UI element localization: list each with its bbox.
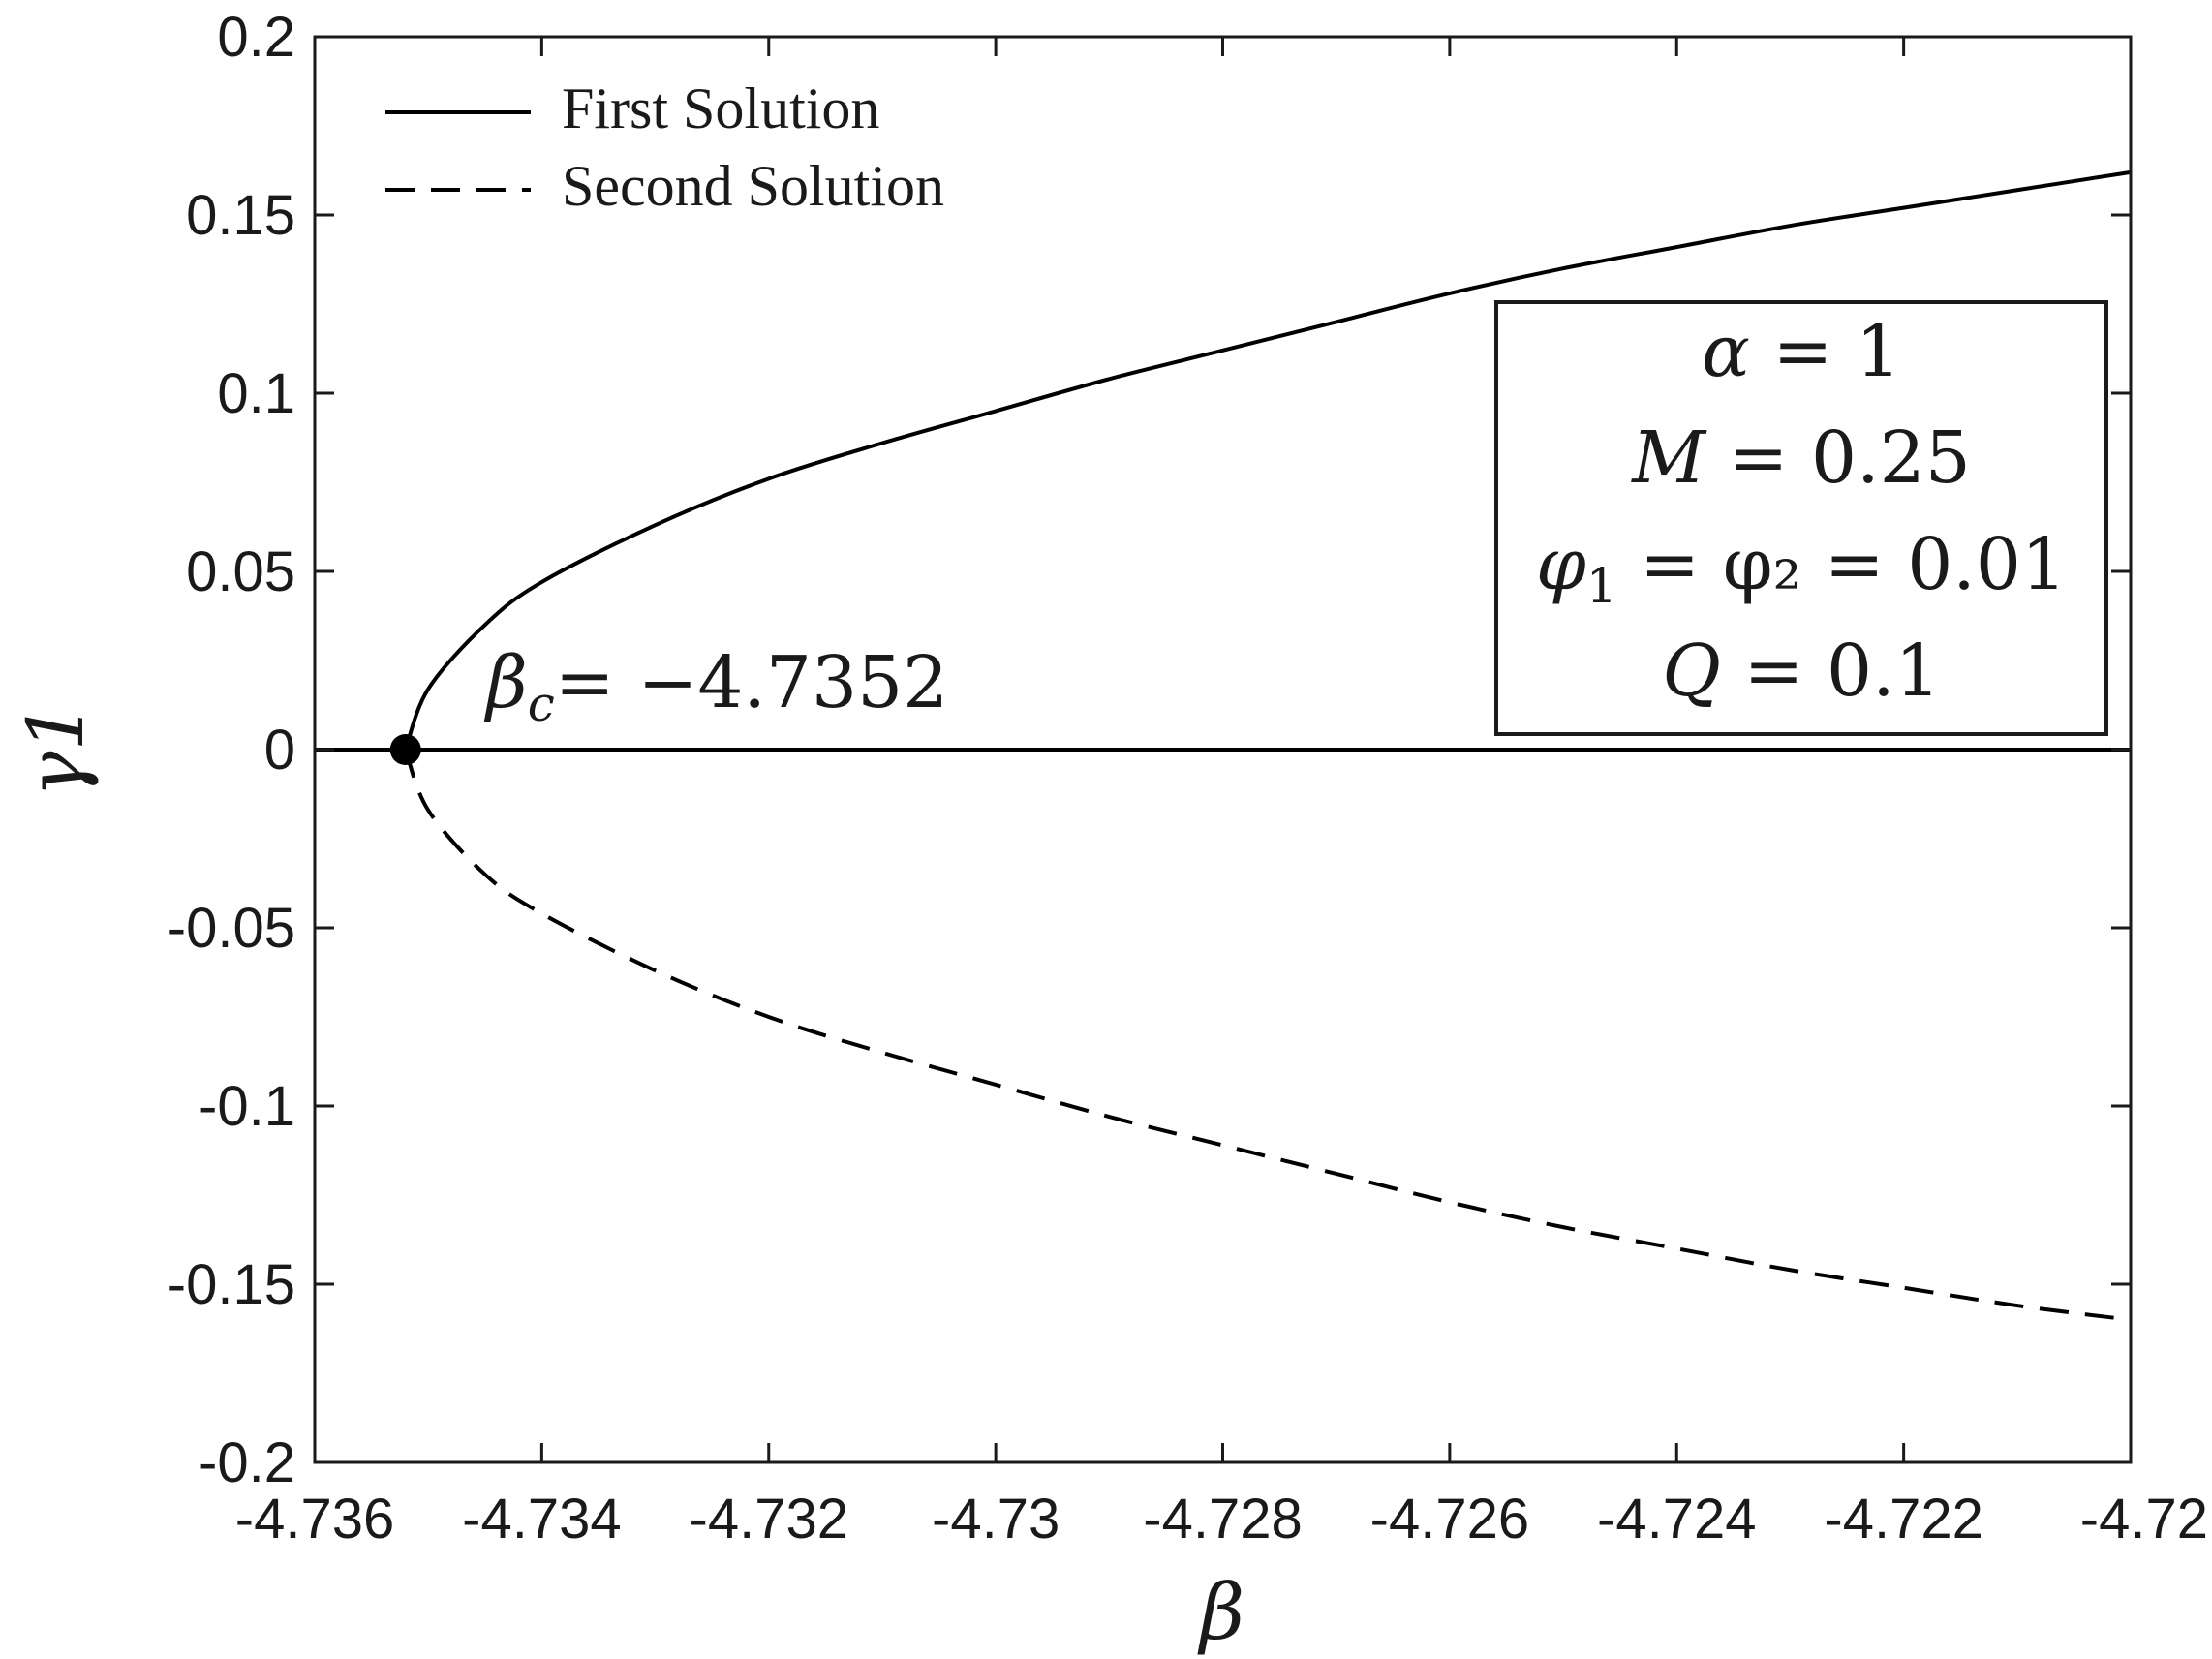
param-alpha-value: = 1 xyxy=(1750,310,1901,393)
param-m-value: = 0.25 xyxy=(1705,416,1971,500)
param-phi-value: = φ₂ = 0.01 xyxy=(1617,523,2067,606)
x-tick-label: -4.722 xyxy=(1824,1488,1982,1551)
parameter-box: α = 1 M = 0.25 φ1 = φ₂ = 0.01 Q = 0.1 xyxy=(1494,300,2108,736)
param-alpha: α = 1 xyxy=(1702,310,1901,393)
series-layer xyxy=(314,169,2132,1322)
series-line-second-solution xyxy=(403,749,2132,1322)
param-q-symbol: Q xyxy=(1662,630,1721,713)
critical-point-marker xyxy=(389,734,421,765)
param-alpha-symbol: α xyxy=(1702,310,1750,393)
critical-point-symbol: β xyxy=(483,641,528,724)
x-tick-label: -4.726 xyxy=(1370,1488,1529,1551)
legend: First Solution Second Solution xyxy=(385,77,944,218)
ticks-layer: -4.736 -4.734 -4.732 -4.73 -4.728 -4.726 -4.72… xyxy=(168,6,2208,1551)
legend-label-second: Second Solution xyxy=(562,154,944,218)
critical-point-subscript: c xyxy=(528,676,555,732)
param-m-symbol: M xyxy=(1630,416,1707,500)
x-tick-label: -4.73 xyxy=(932,1488,1060,1551)
x-tick-label: -4.736 xyxy=(235,1488,394,1551)
x-axis-label: β xyxy=(1197,1567,1244,1657)
plot-frame xyxy=(313,35,2133,1464)
x-tick-label: -4.724 xyxy=(1597,1488,1756,1551)
y-tick-label: -0.1 xyxy=(199,1075,295,1138)
critical-point-label: βc= −4.7352 xyxy=(483,641,948,732)
x-tick-label: -4.734 xyxy=(462,1488,621,1551)
y-axis-label: γ1 xyxy=(11,702,101,798)
series-line-first-solution xyxy=(403,169,2132,751)
param-q-value: = 0.1 xyxy=(1721,630,1941,713)
y-tick-label: -0.15 xyxy=(168,1253,295,1316)
y-tick-label: 0.05 xyxy=(186,540,295,603)
param-phi-subscript: 1 xyxy=(1586,558,1617,614)
x-tick-label: -4.732 xyxy=(690,1488,848,1551)
y-tick-label: 0.2 xyxy=(217,6,295,69)
x-tick-label: -4.72 xyxy=(2080,1488,2208,1551)
critical-point-value: = −4.7352 xyxy=(555,641,948,724)
y-tick-label: 0 xyxy=(264,719,295,782)
param-phi: φ1 = φ₂ = 0.01 xyxy=(1536,523,2067,614)
y-tick-label: 0.1 xyxy=(217,362,295,425)
y-tick-label: -0.05 xyxy=(168,897,295,960)
param-q: Q = 0.1 xyxy=(1662,630,1940,713)
param-phi-symbol: φ xyxy=(1536,523,1586,606)
y-tick-label: -0.2 xyxy=(199,1431,295,1494)
x-tick-label: -4.728 xyxy=(1143,1488,1302,1551)
param-m: M = 0.25 xyxy=(1630,416,1971,500)
y-tick-label: 0.15 xyxy=(186,184,295,247)
legend-label-first: First Solution xyxy=(562,77,879,140)
parameter-box-frame xyxy=(1494,300,2108,736)
